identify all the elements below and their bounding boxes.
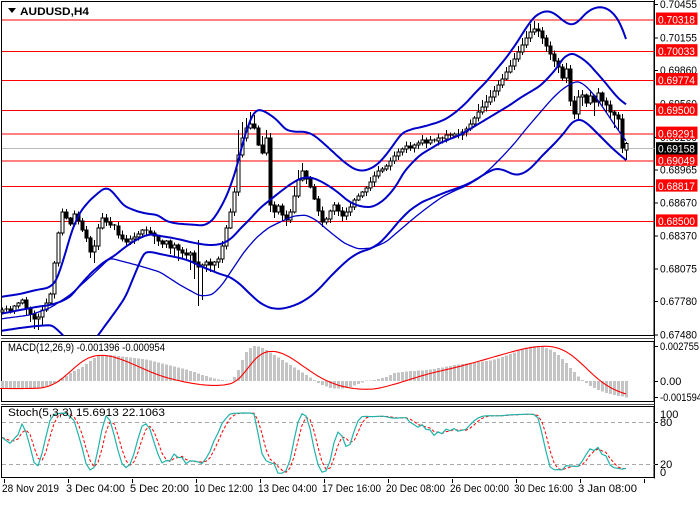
- svg-text:0: 0: [660, 467, 666, 479]
- svg-text:17 Dec 16:00: 17 Dec 16:00: [322, 483, 381, 495]
- svg-text:Stoch(5,3,3) 15.6913 22.1063: Stoch(5,3,3) 15.6913 22.1063: [8, 407, 165, 419]
- svg-text:100: 100: [660, 409, 678, 421]
- svg-text:AUDUSD,H4: AUDUSD,H4: [20, 6, 90, 18]
- svg-text:0.70318: 0.70318: [658, 14, 695, 26]
- svg-text:0.69049: 0.69049: [658, 155, 695, 167]
- svg-text:30 Dec 16:00: 30 Dec 16:00: [514, 483, 573, 495]
- svg-text:0.69291: 0.69291: [658, 128, 695, 140]
- svg-text:80: 80: [660, 417, 672, 429]
- svg-text:0.68670: 0.68670: [660, 197, 697, 209]
- svg-text:0.68965: 0.68965: [660, 165, 697, 177]
- svg-text:0.00: 0.00: [660, 376, 681, 388]
- svg-text:0.69500: 0.69500: [658, 105, 695, 117]
- svg-text:-0.001594: -0.001594: [660, 392, 700, 404]
- svg-text:0.70155: 0.70155: [660, 33, 697, 45]
- svg-text:0.68075: 0.68075: [660, 263, 697, 275]
- svg-text:13 Dec 04:00: 13 Dec 04:00: [258, 483, 317, 495]
- svg-text:0.70455: 0.70455: [660, 0, 697, 11]
- svg-text:3 Jan 08:00: 3 Jan 08:00: [578, 483, 637, 495]
- svg-text:20: 20: [660, 459, 672, 471]
- svg-text:3 Dec 04:00: 3 Dec 04:00: [66, 483, 125, 495]
- svg-text:20 Dec 08:00: 20 Dec 08:00: [386, 483, 445, 495]
- svg-text:0.67780: 0.67780: [660, 296, 697, 308]
- svg-text:0.68370: 0.68370: [660, 231, 697, 243]
- svg-text:26 Dec 00:00: 26 Dec 00:00: [450, 483, 509, 495]
- svg-text:MACD(12,26,9) -0.001396 -0.000: MACD(12,26,9) -0.001396 -0.000954: [8, 342, 165, 354]
- svg-text:28 Nov 2019: 28 Nov 2019: [2, 483, 59, 495]
- svg-text:0.68817: 0.68817: [658, 181, 695, 193]
- svg-text:0.67480: 0.67480: [660, 329, 697, 341]
- svg-text:0.70033: 0.70033: [658, 46, 695, 58]
- svg-text:5 Dec 20:00: 5 Dec 20:00: [130, 483, 189, 495]
- svg-text:0.69774: 0.69774: [658, 75, 695, 87]
- svg-text:0.68500: 0.68500: [658, 216, 695, 228]
- svg-text:10 Dec 12:00: 10 Dec 12:00: [194, 483, 253, 495]
- svg-text:0.002755: 0.002755: [660, 341, 699, 353]
- svg-text:0.69158: 0.69158: [658, 144, 695, 156]
